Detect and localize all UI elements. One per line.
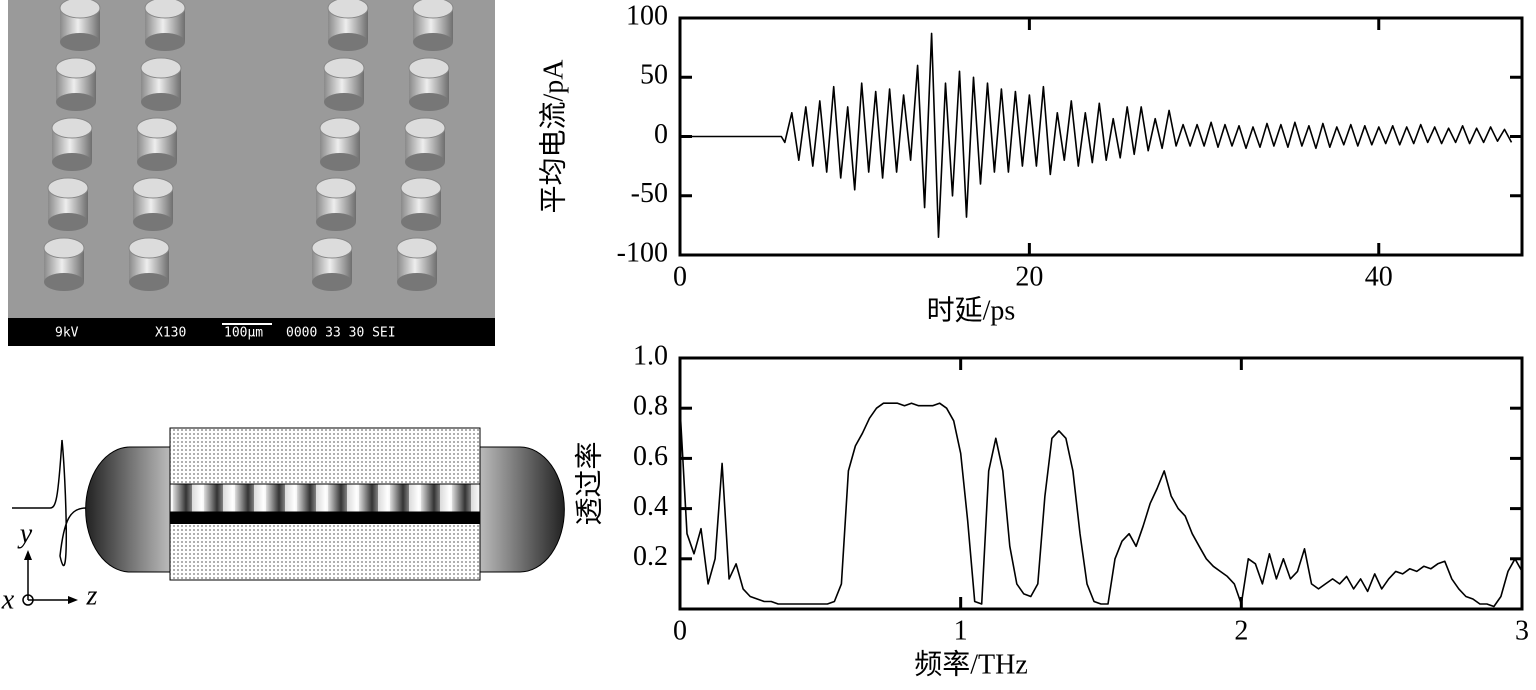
pillar-top [140,57,182,79]
axis-label-x: x [1,584,15,615]
pillar-top [404,117,446,139]
pillar-top [144,0,186,19]
y-tick-label: 50 [640,60,668,91]
pillar-base [324,93,364,111]
x-tick-label: 20 [1015,261,1043,292]
y-tick-label: -50 [631,178,668,209]
pillar-top [311,237,353,259]
pillar-base [60,33,100,51]
y-tick-label: 0.6 [633,441,668,472]
pillar-top [47,177,89,199]
x-tick-label: 1 [954,615,968,646]
plot-frame [678,356,1524,611]
x-tick-label: 40 [1365,261,1393,292]
pillar-top [319,117,361,139]
pillar-base [316,213,356,231]
pillar-base [56,93,96,111]
x-tick-label: 3 [1515,615,1529,646]
pillar-top [408,57,450,79]
y-tick-label: 0.4 [633,491,668,522]
y-tick-label: -100 [617,237,668,268]
pillar-base [52,153,92,171]
pillar-top [396,237,438,259]
x-tick-label: 0 [673,261,687,292]
axis-label-y: y [17,518,33,549]
sem-image: 9kV X130 100μm 0000 33 30 SEI [8,0,495,346]
pillar-top [55,57,97,79]
pillar-base [137,153,177,171]
pillar-top [323,57,365,79]
y-tick-label: 0.2 [633,541,668,572]
pillar-top [315,177,357,199]
x-tick-label: 0 [673,615,687,646]
pillar-top [412,0,454,19]
pillar-base [320,153,360,171]
x-axis-label: 频率/THz [914,648,1028,680]
y-tick-label: 1.0 [633,340,668,371]
y-axis-label: 平均电流/pA [537,59,569,214]
data-line [679,402,1523,608]
pillar-base [401,213,441,231]
axis-label-z: z [86,580,98,611]
x-axis-label: 时延/ps [927,294,1016,326]
pillar-base [328,33,368,51]
pillar-top [327,0,369,19]
x-tick-label: 2 [1234,615,1248,646]
pillar-base [397,273,437,291]
pillar-top [51,117,93,139]
pillar-base [129,273,169,291]
sem-voltage: 9kV [55,326,79,341]
pillar-base [409,93,449,111]
pillar-base [141,93,181,111]
pillar-base [312,273,352,291]
pillar-base [413,33,453,51]
y-axis-label: 透过率 [573,441,605,525]
pillar-top [59,0,101,19]
pillar-top [400,177,442,199]
sem-scale: 100μm [224,326,263,341]
pillar-top [132,177,174,199]
y-tick-label: 0.8 [633,391,668,422]
y-tick-label: 0 [654,119,668,150]
pillars [43,0,454,291]
diagram: y x z [1,427,565,615]
y-tick-label: 100 [626,0,668,31]
pillar-base [405,153,445,171]
pillar-top [128,237,170,259]
pillar-base [133,213,173,231]
plot-frame [678,16,1524,257]
sem-info: 0000 33 30 SEI [286,326,396,341]
pillar-top [136,117,178,139]
pillar-top [43,237,85,259]
data-line [680,32,1513,238]
sem-magnification: X130 [155,326,186,341]
pillar-base [44,273,84,291]
pillar-base [145,33,185,51]
pillar-base [48,213,88,231]
